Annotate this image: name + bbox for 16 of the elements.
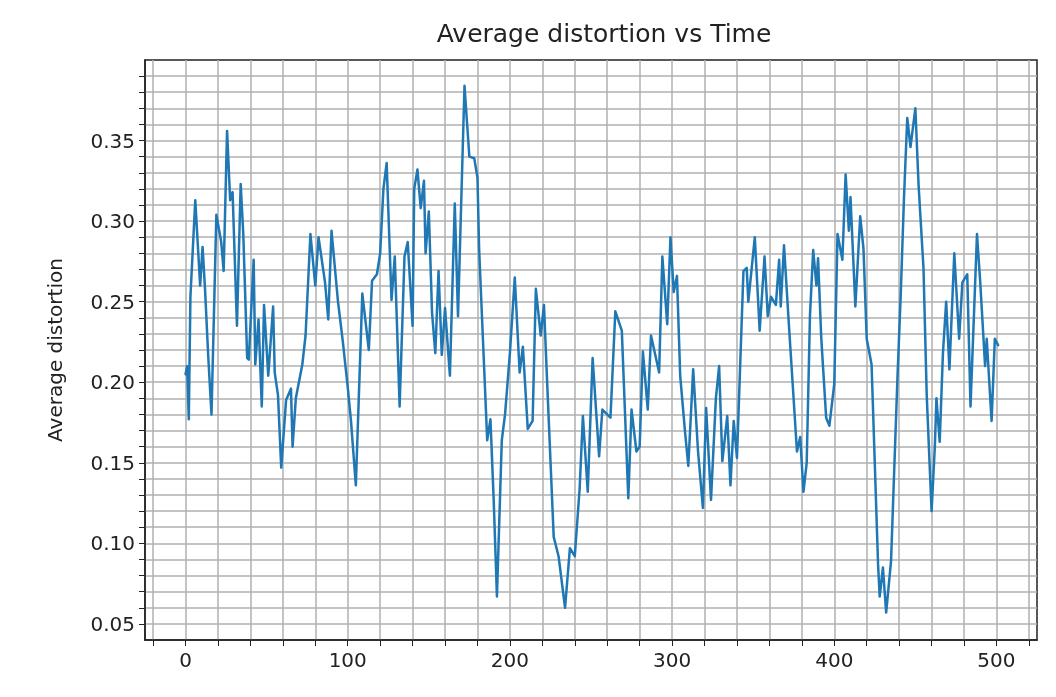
y-tick-label: 0.30 [90,209,135,234]
y-tick-label: 0.15 [90,450,135,475]
y-axis-title: Average distortion [43,258,67,442]
y-tick-label: 0.35 [90,128,135,153]
y-tick-label: 0.25 [90,289,135,314]
y-tick-label: 0.10 [90,531,135,556]
x-tick-label: 300 [653,648,692,672]
line-series [184,84,1000,614]
x-tick-label: 500 [977,648,1016,672]
x-tick-label: 0 [179,648,192,672]
chart-title: Average distortion vs Time [436,19,772,48]
x-tick-label: 100 [328,648,367,672]
y-tick-label: 0.20 [90,370,135,395]
y-tick-label: 0.05 [90,611,135,636]
x-tick-label: 200 [490,648,529,672]
x-tick-label: 400 [815,648,854,672]
